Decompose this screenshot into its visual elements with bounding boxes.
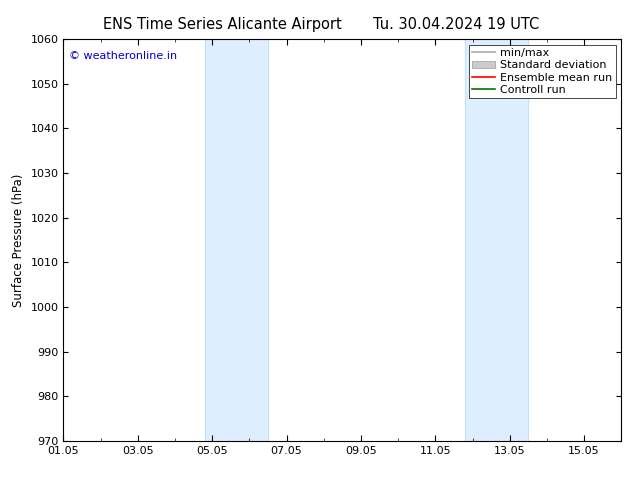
Bar: [465, 39, 528, 441]
Y-axis label: Surface Pressure (hPa): Surface Pressure (hPa): [12, 173, 25, 307]
Text: Tu. 30.04.2024 19 UTC: Tu. 30.04.2024 19 UTC: [373, 17, 540, 32]
Legend: min/max, Standard deviation, Ensemble mean run, Controll run: min/max, Standard deviation, Ensemble me…: [469, 45, 616, 98]
Text: ENS Time Series Alicante Airport: ENS Time Series Alicante Airport: [103, 17, 341, 32]
Bar: [205, 39, 268, 441]
Text: © weatheronline.in: © weatheronline.in: [69, 51, 177, 61]
